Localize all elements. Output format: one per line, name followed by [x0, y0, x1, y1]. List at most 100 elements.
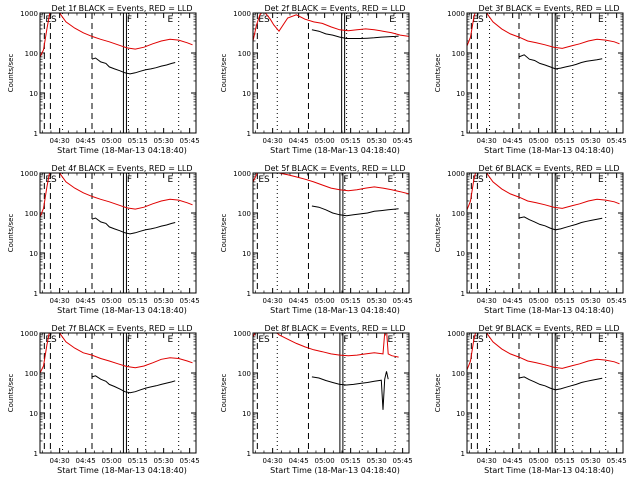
y-tick-label: 1 — [461, 290, 465, 298]
x-tick-label: 05:30 — [154, 457, 174, 465]
x-tick-label: 05:45 — [180, 297, 200, 305]
y-tick-label: 10 — [29, 90, 38, 98]
y-tick-label: 1000 — [20, 10, 38, 18]
y-tick-label: 100 — [25, 370, 38, 378]
panel-title: Det 4f BLACK = Events, RED = LLD — [51, 164, 192, 173]
x-tick-label: 05:45 — [393, 137, 413, 145]
marker-label-e: E — [598, 175, 604, 185]
x-tick-label: 04:45 — [289, 297, 309, 305]
x-tick-label: 04:30 — [477, 137, 497, 145]
lld-series-line — [467, 333, 620, 370]
y-tick-label: 100 — [452, 370, 465, 378]
lld-series-line — [467, 173, 620, 210]
x-tick-label: 05:15 — [128, 137, 148, 145]
marker-label-f: F — [127, 15, 132, 25]
x-tick-label: 05:15 — [341, 137, 361, 145]
x-axis-label: Start Time (18-Mar-13 04:18:40) — [57, 306, 187, 315]
marker-label-f: F — [556, 175, 561, 185]
x-tick-label: 04:45 — [503, 297, 523, 305]
y-axis-label: Counts/sec — [220, 214, 228, 253]
y-axis-label: Counts/sec — [220, 374, 228, 413]
x-tick-label: 05:00 — [315, 137, 335, 145]
plot-frame — [39, 172, 197, 294]
y-axis-label: Counts/sec — [7, 214, 15, 253]
marker-label-e: E — [598, 15, 604, 25]
x-tick-label: 05:30 — [154, 137, 174, 145]
x-tick-label: 05:45 — [607, 457, 627, 465]
marker-label-e: E — [389, 15, 395, 25]
plot-frame — [466, 332, 624, 454]
detector-panel: Det 7f BLACK = Events, RED = LLD Counts/s… — [7, 324, 200, 475]
y-tick-label: 1000 — [20, 170, 38, 178]
x-tick-label: 04:45 — [503, 457, 523, 465]
y-axis-label: Counts/sec — [7, 374, 15, 413]
marker-label-e: E — [598, 335, 604, 345]
marker-label-f: F — [343, 175, 348, 185]
y-tick-label: 1 — [34, 450, 38, 458]
x-tick-label: 05:00 — [102, 297, 122, 305]
y-tick-label: 100 — [25, 50, 38, 58]
x-tick-label: 05:45 — [393, 297, 413, 305]
y-tick-label: 100 — [238, 210, 251, 218]
plot-frame — [252, 332, 410, 454]
marker-label-e: E — [168, 335, 174, 345]
plot-frame — [466, 12, 624, 134]
y-tick-label: 1 — [247, 130, 251, 138]
marker-label-e: E — [387, 175, 393, 185]
x-tick-label: 04:45 — [76, 457, 96, 465]
x-tick-label: 04:30 — [477, 457, 497, 465]
x-tick-label: 04:45 — [503, 137, 523, 145]
x-tick-label: 05:15 — [341, 297, 361, 305]
x-tick-label: 05:15 — [128, 297, 148, 305]
x-tick-label: 05:00 — [529, 457, 549, 465]
plot-frame — [466, 172, 624, 294]
y-axis-label: Counts/sec — [434, 374, 442, 413]
marker-label-es: ES — [258, 335, 270, 345]
y-axis-label: Counts/sec — [434, 54, 442, 93]
events-series-line — [518, 216, 603, 231]
y-tick-label: 10 — [456, 410, 465, 418]
lld-series-line — [467, 13, 620, 49]
y-tick-label: 10 — [456, 90, 465, 98]
x-tick-label: 04:45 — [76, 297, 96, 305]
y-tick-label: 1 — [34, 130, 38, 138]
y-tick-label: 10 — [242, 410, 251, 418]
marker-label-f: F — [345, 15, 350, 25]
x-tick-label: 05:15 — [555, 457, 575, 465]
y-tick-label: 1000 — [447, 330, 465, 338]
marker-label-f: F — [127, 175, 132, 185]
marker-label-f: F — [343, 335, 348, 345]
x-axis-label: Start Time (18-Mar-13 04:18:40) — [484, 306, 614, 315]
detector-panel: Det 5f BLACK = Events, RED = LLD Counts/s… — [220, 164, 413, 315]
y-tick-label: 1000 — [233, 170, 251, 178]
lld-series-line — [40, 173, 193, 218]
x-tick-label: 04:30 — [50, 137, 70, 145]
lld-series-line — [40, 13, 193, 58]
x-axis-label: Start Time (18-Mar-13 04:18:40) — [270, 146, 400, 155]
y-tick-label: 1 — [34, 290, 38, 298]
x-tick-label: 05:45 — [180, 137, 200, 145]
y-tick-label: 1 — [247, 290, 251, 298]
x-tick-label: 04:45 — [289, 457, 309, 465]
events-series-line — [91, 217, 176, 235]
x-axis-label: Start Time (18-Mar-13 04:18:40) — [484, 146, 614, 155]
x-tick-label: 05:45 — [180, 457, 200, 465]
detector-panel: Det 3f BLACK = Events, RED = LLD Counts/s… — [434, 4, 627, 155]
y-tick-label: 1000 — [233, 330, 251, 338]
panel-title: Det 5f BLACK = Events, RED = LLD — [264, 164, 405, 173]
x-tick-label: 05:45 — [607, 137, 627, 145]
panel-title: Det 1f BLACK = Events, RED = LLD — [51, 4, 192, 13]
detector-panel: Det 6f BLACK = Events, RED = LLD Counts/s… — [434, 164, 627, 315]
marker-label-es: ES — [258, 175, 270, 185]
x-tick-label: 04:45 — [289, 137, 309, 145]
panel-title: Det 7f BLACK = Events, RED = LLD — [51, 324, 192, 333]
y-tick-label: 100 — [452, 50, 465, 58]
x-tick-label: 05:30 — [154, 297, 174, 305]
x-axis-label: Start Time (18-Mar-13 04:18:40) — [270, 466, 400, 475]
marker-label-f: F — [556, 335, 561, 345]
x-axis-label: Start Time (18-Mar-13 04:18:40) — [484, 466, 614, 475]
marker-label-es: ES — [45, 335, 57, 345]
y-tick-label: 1 — [461, 130, 465, 138]
y-axis-label: Counts/sec — [220, 54, 228, 93]
y-axis-label: Counts/sec — [7, 54, 15, 93]
